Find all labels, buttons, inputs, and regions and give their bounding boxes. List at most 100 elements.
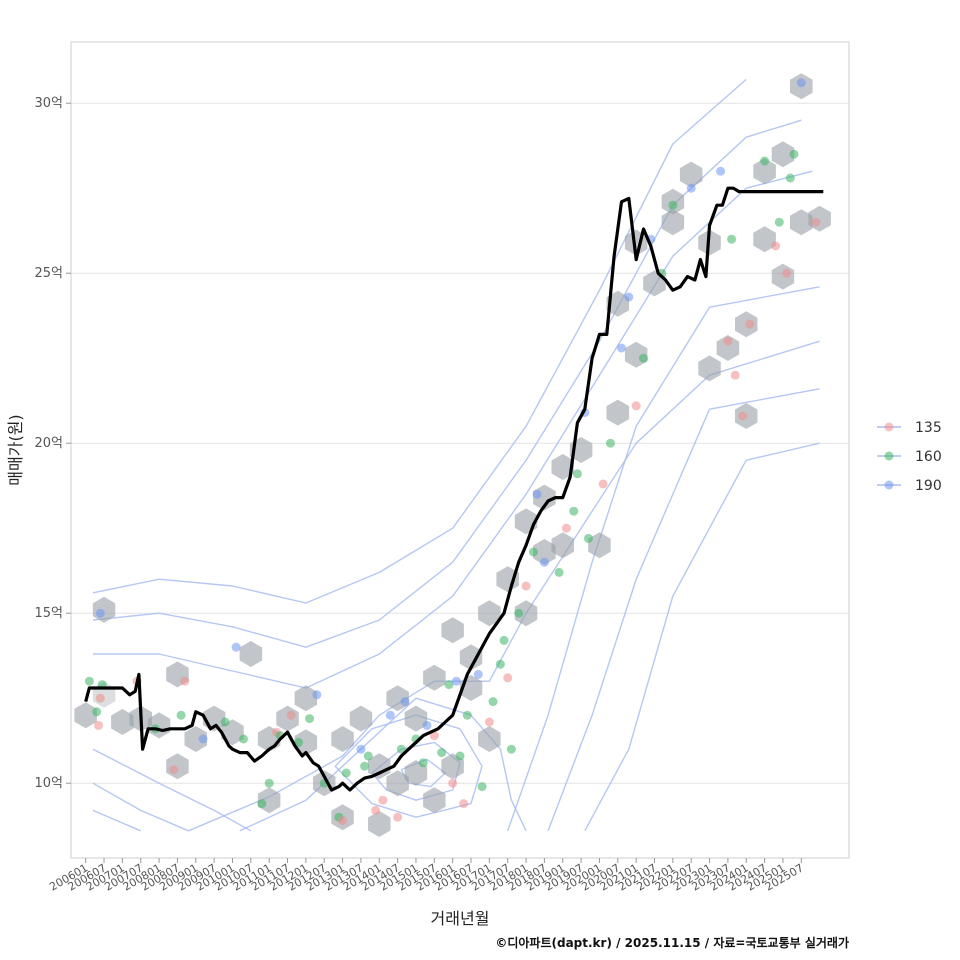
x-axis-ticks: 2006012006072007012007072008012008072009… bbox=[47, 858, 806, 894]
scatter-point-135 bbox=[503, 673, 513, 683]
density-contour bbox=[584, 442, 820, 832]
scatter-point-160 bbox=[92, 707, 102, 717]
scatter-point-135 bbox=[598, 479, 608, 489]
scatter-point-190 bbox=[686, 183, 696, 193]
scatter-point-135 bbox=[338, 816, 348, 826]
plot-border bbox=[70, 41, 850, 859]
hexbin bbox=[606, 290, 630, 317]
hexbin bbox=[294, 685, 318, 712]
scatter-point-135 bbox=[745, 319, 755, 329]
scatter-point-190 bbox=[473, 669, 483, 679]
scatter-point-160 bbox=[514, 608, 524, 618]
scatter-point-160 bbox=[638, 353, 648, 363]
scatter-point-190 bbox=[422, 720, 432, 730]
density-contour bbox=[92, 782, 189, 832]
hexbin bbox=[368, 753, 391, 780]
hexbin-layer bbox=[74, 73, 831, 837]
scatter-point-190 bbox=[231, 642, 241, 652]
density-contour bbox=[92, 748, 252, 832]
scatter-point-135 bbox=[521, 581, 531, 591]
scatter-point-190 bbox=[624, 292, 634, 302]
density-contour bbox=[92, 78, 747, 604]
hexbin bbox=[679, 161, 703, 188]
density-contour bbox=[334, 714, 483, 818]
scatter-point-190 bbox=[312, 690, 322, 700]
scatter-point-160 bbox=[499, 635, 509, 645]
gridlines bbox=[71, 102, 849, 784]
scatter-point-160 bbox=[495, 659, 505, 669]
density-contour bbox=[188, 340, 820, 832]
hexbin bbox=[184, 726, 207, 752]
scatter-point-135 bbox=[429, 731, 439, 741]
density-contour bbox=[92, 809, 141, 832]
hexbin bbox=[331, 726, 354, 752]
scatter-point-190 bbox=[400, 697, 410, 707]
hexbin bbox=[716, 335, 740, 361]
legend: 135 160 190 bbox=[877, 420, 942, 494]
density-contour bbox=[239, 697, 527, 832]
scatter-point-135 bbox=[730, 370, 740, 380]
scatter-point-160 bbox=[727, 234, 737, 244]
scatter-point-160 bbox=[488, 697, 498, 707]
y-axis-ticks: 10억 15억 20억 25억 30억 bbox=[34, 96, 71, 791]
hexbin bbox=[496, 566, 519, 593]
hexbin bbox=[239, 641, 263, 667]
hexbin bbox=[478, 726, 501, 752]
scatter-point-160 bbox=[774, 217, 784, 227]
scatter-point-135 bbox=[771, 241, 781, 251]
scatter-point-160 bbox=[462, 710, 472, 720]
hexbin bbox=[166, 753, 189, 780]
median-line-layer bbox=[84, 186, 824, 792]
hexbin bbox=[771, 263, 795, 290]
source-caption: ©디아파트(dapt.kr) / 2025.11.15 / 자료=국토교통부 실… bbox=[495, 935, 849, 950]
scatter-point-135 bbox=[631, 401, 641, 411]
scatter-point-160 bbox=[305, 714, 315, 724]
hexbin bbox=[533, 539, 556, 565]
scatter-point-160 bbox=[264, 778, 274, 788]
scatter-point-135 bbox=[811, 217, 821, 227]
scatter-point-160 bbox=[569, 506, 579, 516]
scatter-point-135 bbox=[448, 778, 458, 788]
scatter-point-135 bbox=[393, 812, 403, 822]
scatter-point-135 bbox=[484, 717, 494, 727]
hexbin bbox=[606, 399, 630, 426]
hexbin bbox=[790, 209, 813, 236]
median-price-line bbox=[84, 186, 824, 792]
scatter-point-190 bbox=[796, 78, 806, 88]
scatter-points bbox=[84, 78, 821, 826]
y-axis-title: 매매가(원) bbox=[6, 414, 25, 485]
x-axis-title: 거래년월 bbox=[431, 909, 490, 928]
y-tick-label: 25억 bbox=[34, 266, 63, 281]
hexbin bbox=[386, 770, 409, 797]
hexbin bbox=[551, 454, 574, 480]
scatter-point-160 bbox=[176, 710, 186, 720]
y-tick-label: 10억 bbox=[34, 776, 63, 791]
scatter-point-160 bbox=[294, 737, 304, 747]
scatter-point-160 bbox=[444, 680, 454, 690]
scatter-point-190 bbox=[385, 710, 395, 720]
hexbin bbox=[753, 158, 776, 185]
density-contour bbox=[93, 170, 813, 689]
hexbin bbox=[514, 600, 538, 627]
scatter-point-135 bbox=[94, 720, 104, 730]
scatter-point-160 bbox=[341, 768, 351, 778]
hexbin bbox=[368, 811, 391, 837]
hexbin bbox=[404, 705, 428, 732]
legend-label-160: 160 bbox=[915, 449, 942, 465]
density-contour bbox=[507, 286, 820, 832]
scatter-point-160 bbox=[605, 438, 615, 448]
hexbin bbox=[441, 617, 464, 644]
scatter-point-190 bbox=[539, 557, 549, 567]
scatter-point-160 bbox=[396, 744, 406, 754]
scatter-point-160 bbox=[528, 547, 538, 557]
scatter-point-190 bbox=[532, 489, 542, 499]
legend-key-135 bbox=[884, 422, 894, 432]
scatter-point-135 bbox=[782, 268, 792, 278]
hexbin bbox=[753, 226, 776, 253]
legend-key-190 bbox=[884, 480, 894, 490]
hexbin bbox=[349, 705, 373, 732]
scatter-point-135 bbox=[723, 336, 733, 346]
scatter-point-160 bbox=[506, 744, 516, 754]
hexbin bbox=[588, 532, 611, 559]
